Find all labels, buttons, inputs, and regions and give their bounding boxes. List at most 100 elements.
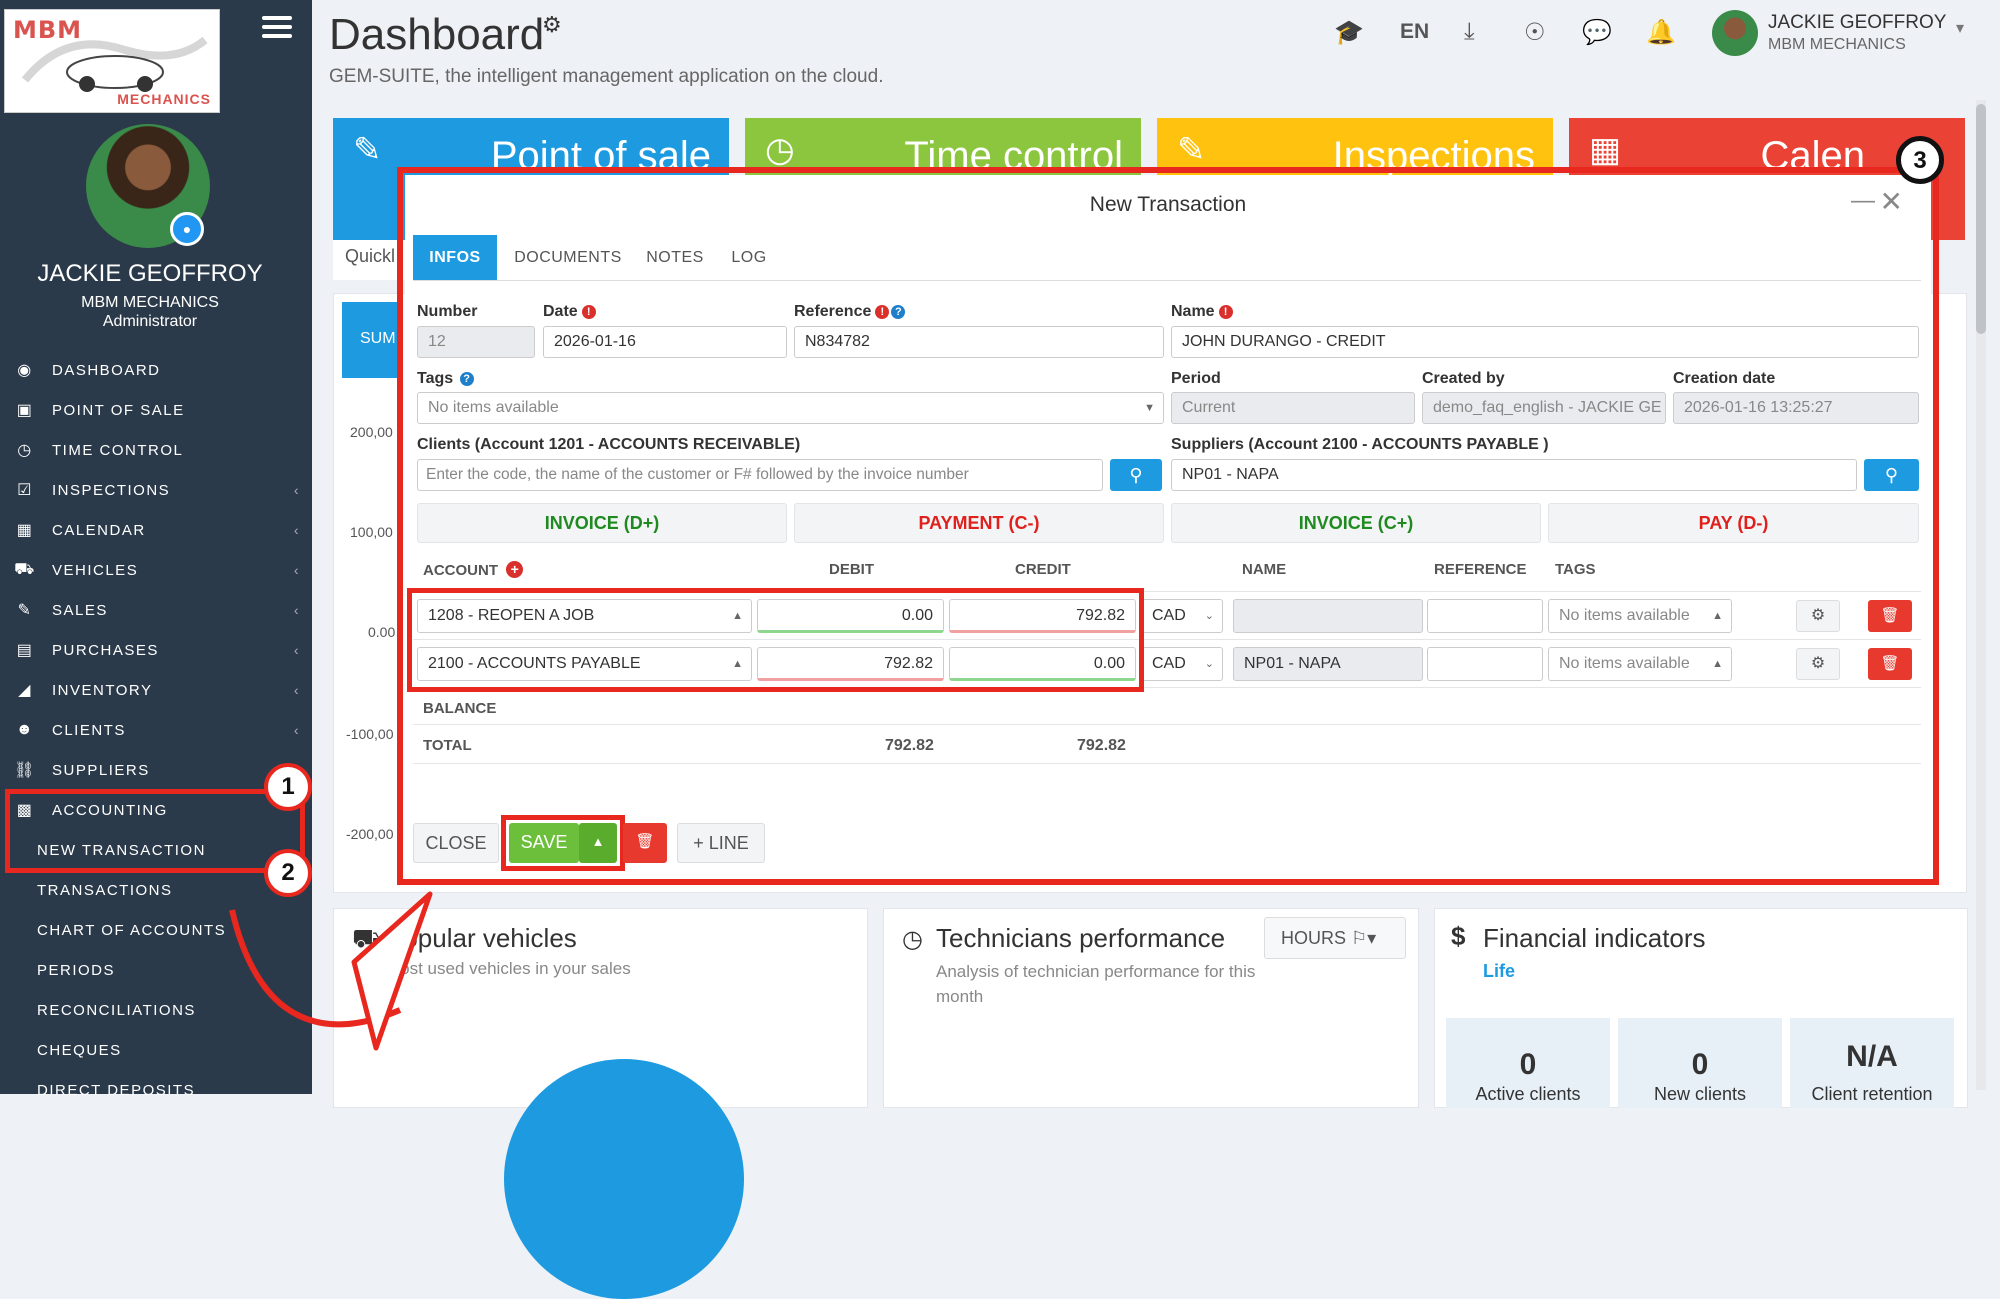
line-settings-button-2[interactable]: ⚙ — [1796, 648, 1840, 680]
sidebar-item-label: VEHICLES — [52, 561, 139, 579]
sidebar-item-label: SUPPLIERS — [52, 761, 150, 779]
tab-notes[interactable]: NOTES — [646, 249, 704, 266]
clients-search-button[interactable]: ⚲ — [1110, 459, 1162, 491]
chevron-down-icon: ⌄ — [1204, 658, 1214, 670]
chevron-down-icon: ▼ — [1144, 402, 1155, 414]
help-icon[interactable]: ? — [891, 305, 906, 319]
account-select-2[interactable]: 2100 - ACCOUNTS PAYABLE ▲ — [417, 647, 752, 681]
logo-car-graphic — [21, 36, 208, 92]
debit-input-2[interactable]: 792.82 — [757, 647, 944, 681]
debit-input-1[interactable]: 0.00 — [757, 599, 944, 633]
suppliers-field[interactable]: NP01 - NAPA — [1171, 459, 1857, 491]
sidebar-sub-new-transaction[interactable]: NEW TRANSACTION — [37, 841, 206, 859]
tags-select[interactable]: No items available ▼ — [417, 392, 1164, 424]
sidebar-item-purchases[interactable]: ▤ PURCHASES ‹ — [0, 630, 312, 670]
summary-tab[interactable]: SUM — [342, 302, 402, 378]
pay-debit-button[interactable]: PAY (D-) — [1548, 503, 1919, 543]
sidebar-item-accounting[interactable]: ▩ ACCOUNTING — [0, 790, 312, 830]
sidebar-sub-chart-of-accounts[interactable]: CHART OF ACCOUNTS — [37, 921, 227, 939]
quick-label: Quickl — [345, 246, 396, 266]
line-tags-select-1[interactable]: No items available ▲ — [1548, 599, 1732, 633]
line-delete-button-2[interactable]: 🗑 — [1868, 648, 1912, 680]
add-account-icon[interactable]: + — [506, 561, 524, 578]
chevron-left-icon: ‹ — [293, 642, 300, 658]
sidebar-sub-periods[interactable]: PERIODS — [37, 961, 116, 979]
sidebar-item-suppliers[interactable]: ⛓ SUPPLIERS — [0, 750, 312, 790]
search-icon: ⚲ — [1129, 465, 1143, 485]
logo-brand: MBM — [13, 16, 83, 44]
save-options-button[interactable]: ▲ — [579, 823, 617, 863]
line-name-field-2: NP01 - NAPA — [1233, 647, 1423, 681]
date-field[interactable]: 2026-01-16 — [543, 326, 787, 358]
help-icon[interactable]: ? — [459, 372, 474, 386]
menu-toggle-icon[interactable] — [262, 16, 292, 38]
sidebar-sub-cheques[interactable]: CHEQUES — [37, 1041, 122, 1059]
total-debit: 792.82 — [885, 737, 934, 754]
currency-select-2[interactable]: CAD ⌄ — [1141, 647, 1223, 681]
chat-icon[interactable]: 💬 — [1582, 19, 1612, 46]
currency-select-1[interactable]: CAD ⌄ — [1141, 599, 1223, 633]
chart-icon: ▩ — [16, 802, 34, 819]
modal-highlight-box — [397, 167, 1939, 885]
add-line-button[interactable]: + LINE — [677, 823, 765, 863]
line-delete-button-1[interactable]: 🗑 — [1868, 600, 1912, 632]
gear-icon[interactable]: ⚙ — [542, 12, 562, 37]
invoice-debit-button[interactable]: INVOICE (D+) — [417, 503, 787, 543]
download-icon[interactable]: ⤓ — [1464, 18, 1475, 45]
name-field[interactable]: JOHN DURANGO - CREDIT — [1171, 326, 1919, 358]
dollar-icon: $ — [1451, 921, 1466, 951]
minimize-icon[interactable]: — — [1851, 187, 1875, 214]
tab-documents[interactable]: DOCUMENTS — [514, 249, 622, 266]
payment-credit-button[interactable]: PAYMENT (C-) — [794, 503, 1164, 543]
sidebar-item-calendar[interactable]: ▦ CALENDAR ‹ — [0, 510, 312, 550]
tab-infos[interactable]: INFOS — [413, 235, 497, 281]
scale-label: 0.00 — [368, 624, 396, 640]
line-reference-field-1[interactable] — [1427, 599, 1543, 633]
user-name[interactable]: JACKIE GEOFFROY — [1768, 12, 1947, 33]
invoice-credit-button[interactable]: INVOICE (C+) — [1171, 503, 1541, 543]
language-selector[interactable]: EN — [1400, 20, 1430, 43]
sidebar-item-dashboard[interactable]: ◉ DASHBOARD — [0, 350, 312, 390]
reference-field[interactable]: N834782 — [794, 326, 1164, 358]
chevron-down-icon: ⌄ — [1204, 610, 1214, 622]
graduation-cap-icon[interactable]: 🎓 — [1334, 19, 1364, 46]
accounting-highlight-box — [5, 789, 305, 873]
account-select-1[interactable]: 1208 - REOPEN A JOB ▲ — [417, 599, 752, 633]
stat-new-clients: 0 New clients — [1618, 1018, 1782, 1108]
sidebar-item-time-control[interactable]: ◷ TIME CONTROL — [0, 430, 312, 470]
gear-icon: ⚙ — [1810, 655, 1826, 672]
sidebar-item-point-of-sale[interactable]: ▣ POINT OF SALE — [0, 390, 312, 430]
delete-transaction-button[interactable]: 🗑 — [623, 823, 667, 863]
chevron-down-icon[interactable]: ▾ — [1956, 20, 1965, 37]
life-link[interactable]: Life — [1483, 961, 1516, 981]
save-button[interactable]: SAVE — [509, 823, 579, 863]
sidebar-item-inventory[interactable]: ◢ INVENTORY ‹ — [0, 670, 312, 710]
scrollbar-track[interactable] — [1976, 100, 1986, 1090]
sidebar-sub-transactions[interactable]: TRANSACTIONS — [37, 881, 173, 899]
user-avatar[interactable] — [1712, 10, 1758, 56]
support-icon[interactable]: ☉ — [1524, 19, 1546, 46]
line-settings-button-1[interactable]: ⚙ — [1796, 600, 1840, 632]
close-button[interactable]: CLOSE — [413, 823, 499, 863]
company-logo[interactable]: MBM MECHANICS — [4, 9, 220, 113]
line-tags-select-2[interactable]: No items available ▲ — [1548, 647, 1732, 681]
hours-dropdown[interactable]: HOURS ⚐▾ — [1264, 917, 1406, 959]
scale-label: 100,00 — [350, 524, 393, 540]
edit-icon: ✎ — [353, 131, 382, 169]
suppliers-search-button[interactable]: ⚲ — [1864, 459, 1919, 491]
credit-input-1[interactable]: 792.82 — [949, 599, 1136, 633]
bell-icon[interactable]: 🔔 — [1646, 19, 1676, 46]
clients-search-input[interactable]: Enter the code, the name of the customer… — [417, 459, 1103, 491]
sidebar-sub-reconciliations[interactable]: RECONCILIATIONS — [37, 1001, 196, 1019]
credit-input-2[interactable]: 0.00 — [949, 647, 1136, 681]
sidebar-item-sales[interactable]: ✎ SALES ‹ — [0, 590, 312, 630]
sidebar-item-clients[interactable]: ☻ CLIENTS ‹ — [0, 710, 312, 750]
chevron-up-icon: ▲ — [732, 610, 743, 622]
scrollbar-thumb[interactable] — [1976, 104, 1986, 334]
sidebar-item-inspections[interactable]: ☑ INSPECTIONS ‹ — [0, 470, 312, 510]
financial-indicators-title: Financial indicators — [1483, 923, 1706, 953]
sidebar-item-vehicles[interactable]: ⛟ VEHICLES ‹ — [0, 550, 312, 590]
tab-log[interactable]: LOG — [731, 249, 767, 266]
close-icon[interactable]: ✕ — [1879, 186, 1903, 217]
line-reference-field-2[interactable] — [1427, 647, 1543, 681]
